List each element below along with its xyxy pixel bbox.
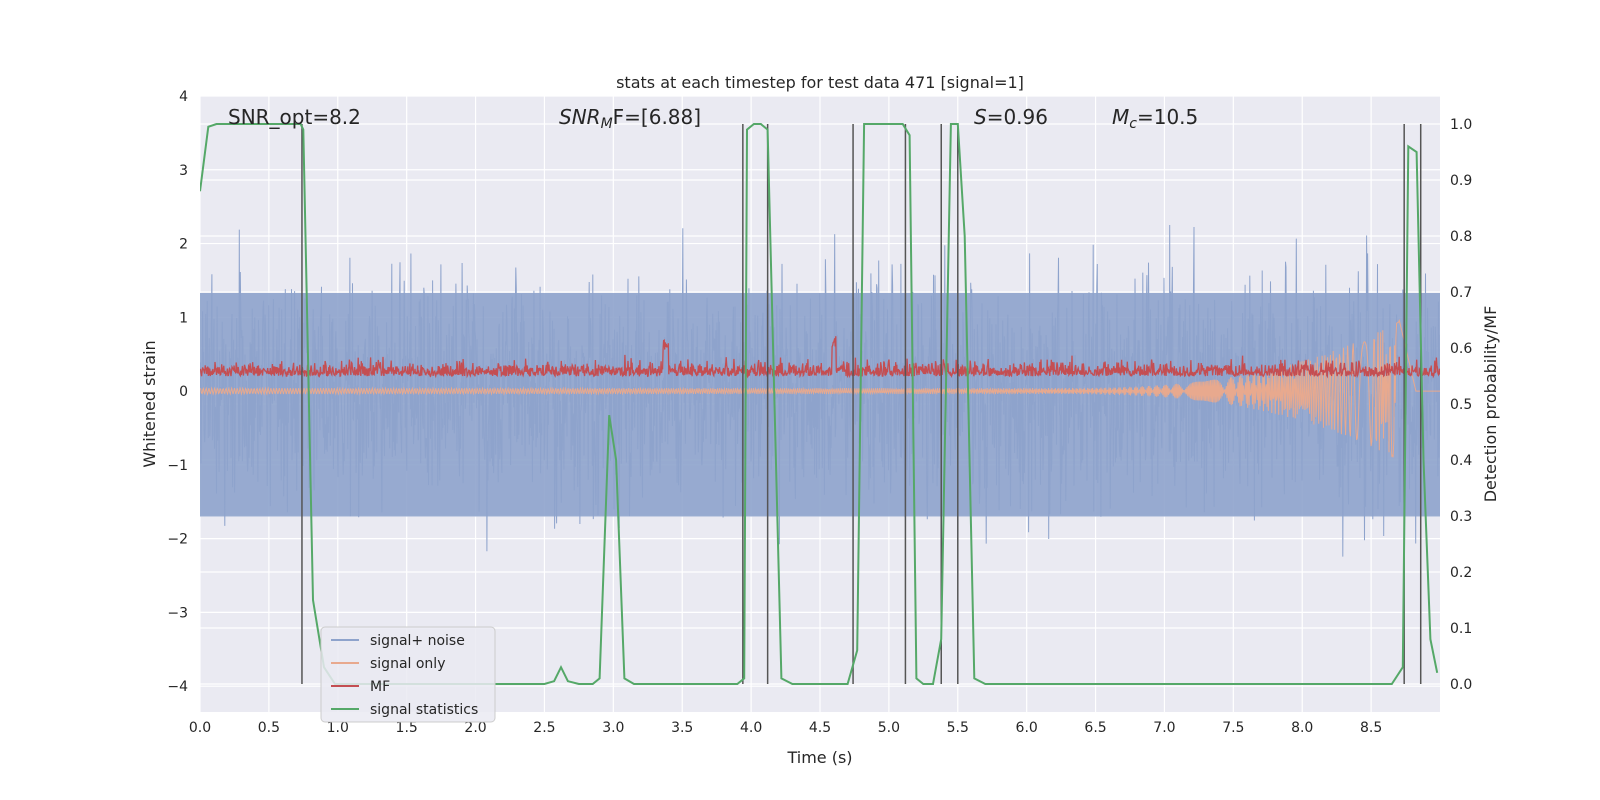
y2-axis-label: Detection probability/MF bbox=[1481, 306, 1500, 503]
annotation-snr-mf-base: SNR bbox=[559, 105, 601, 129]
legend-label-signal-noise: signal+ noise bbox=[370, 633, 465, 649]
x-tick-label: 2.5 bbox=[533, 720, 555, 736]
x-axis-ticks: 0.0 0.5 1.0 1.5 2.0 2.5 3.0 3.5 4.0 4.5 5.0 5.5 6.0 6… bbox=[189, 720, 1382, 736]
y-tick-label: −1 bbox=[167, 458, 188, 474]
y-tick-label: 4 bbox=[179, 89, 188, 105]
x-tick-label: 7.0 bbox=[1153, 720, 1175, 736]
annotation-snr-mf-sub: M bbox=[601, 116, 613, 132]
x-tick-label: 1.0 bbox=[327, 720, 349, 736]
y2-tick-label: 0.3 bbox=[1450, 509, 1472, 525]
y2-tick-label: 0.5 bbox=[1450, 397, 1472, 413]
x-tick-label: 0.5 bbox=[258, 720, 280, 736]
x-tick-label: 4.0 bbox=[740, 720, 762, 736]
y2-tick-label: 1.0 bbox=[1450, 117, 1472, 133]
series-layer bbox=[200, 224, 1440, 557]
x-tick-label: 2.0 bbox=[464, 720, 486, 736]
annotation-snr-opt: SNR_opt=8.2 bbox=[228, 105, 361, 129]
y2-tick-label: 0.1 bbox=[1450, 621, 1472, 637]
annotation-snr-mf: SNRMF=[6.88] bbox=[559, 105, 701, 132]
legend: signal+ noise signal only MF signal stat… bbox=[320, 626, 496, 723]
x-tick-label: 6.0 bbox=[1016, 720, 1038, 736]
x-tick-label: 8.5 bbox=[1360, 720, 1382, 736]
y-tick-label: 3 bbox=[179, 163, 188, 179]
y-tick-label: −3 bbox=[167, 605, 188, 621]
y2-tick-label: 0.8 bbox=[1450, 229, 1472, 245]
annotation-s-base: S bbox=[974, 105, 987, 129]
x-tick-label: 3.0 bbox=[602, 720, 624, 736]
series-signal-only-line bbox=[200, 318, 1440, 458]
annotation-snr-mf-rest: F=[6.88] bbox=[613, 105, 701, 129]
y2-tick-label: 0.2 bbox=[1450, 565, 1472, 581]
y-axis-ticks: 4 3 2 1 0 −1 −2 −3 −4 bbox=[167, 89, 188, 695]
x-tick-label: 1.5 bbox=[396, 720, 418, 736]
chart-title: stats at each timestep for test data 471… bbox=[616, 73, 1024, 92]
x-axis-label: Time (s) bbox=[786, 748, 852, 767]
annotation-mc: Mc=10.5 bbox=[1112, 105, 1198, 132]
series-signal-noise-line bbox=[200, 224, 1440, 557]
y2-tick-label: 0.7 bbox=[1450, 285, 1472, 301]
y-axis-label: Whitened strain bbox=[140, 340, 159, 467]
series-mf-line bbox=[200, 336, 1440, 379]
legend-label-signal-only: signal only bbox=[370, 656, 445, 672]
annotation-mc-base: M bbox=[1112, 105, 1129, 129]
y-tick-label: 1 bbox=[179, 310, 188, 326]
y2-axis-ticks: 1.0 0.9 0.8 0.7 0.6 0.5 0.4 0.3 0.2 0.1 0.0 bbox=[1450, 117, 1472, 693]
x-tick-label: 0.0 bbox=[189, 720, 211, 736]
x-tick-label: 8.0 bbox=[1291, 720, 1313, 736]
x-tick-label: 3.5 bbox=[671, 720, 693, 736]
y2-tick-label: 0.9 bbox=[1450, 173, 1472, 189]
y-tick-label: −2 bbox=[167, 532, 188, 548]
annotation-s-rest: =0.96 bbox=[987, 105, 1048, 129]
legend-label-signal-statistics: signal statistics bbox=[370, 702, 478, 718]
y-tick-label: 2 bbox=[179, 237, 188, 253]
annotation-s: S=0.96 bbox=[974, 105, 1048, 129]
annotation-mc-rest: =10.5 bbox=[1137, 105, 1198, 129]
y-tick-label: 0 bbox=[179, 384, 188, 400]
y2-tick-label: 0.0 bbox=[1450, 677, 1472, 693]
x-tick-label: 5.5 bbox=[947, 720, 969, 736]
y2-tick-label: 0.4 bbox=[1450, 453, 1472, 469]
legend-box bbox=[320, 626, 496, 723]
vertical-lines bbox=[301, 124, 1422, 684]
y-tick-label: −4 bbox=[167, 679, 188, 695]
legend-label-mf: MF bbox=[370, 679, 390, 695]
x-tick-label: 4.5 bbox=[809, 720, 831, 736]
x-tick-label: 7.5 bbox=[1222, 720, 1244, 736]
x-tick-label: 5.0 bbox=[878, 720, 900, 736]
y2-tick-label: 0.6 bbox=[1450, 341, 1472, 357]
annotation-mc-sub: c bbox=[1129, 116, 1137, 132]
x-tick-label: 6.5 bbox=[1084, 720, 1106, 736]
